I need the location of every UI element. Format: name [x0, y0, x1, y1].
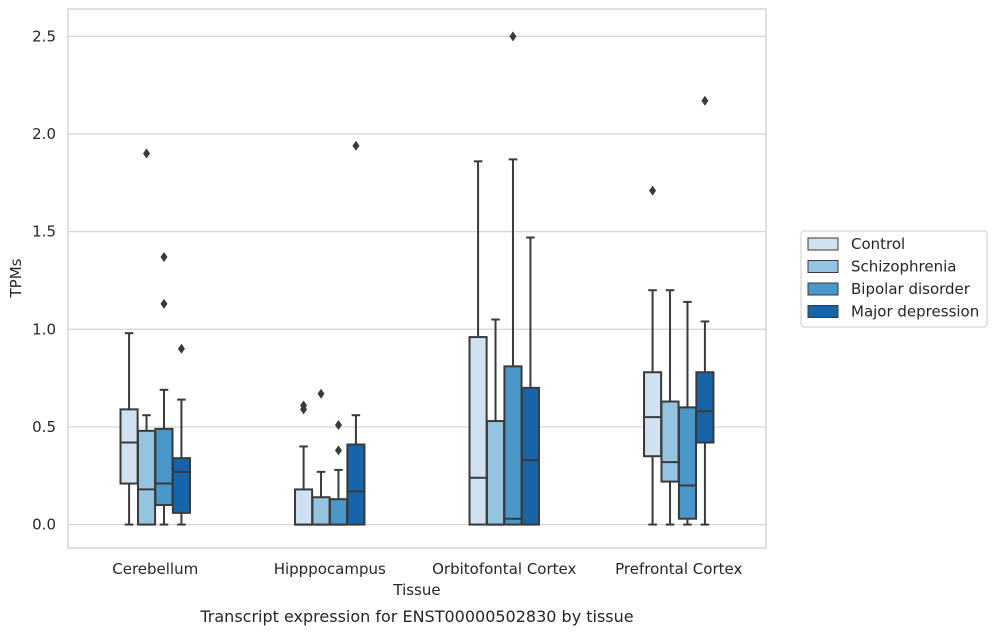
y-tick-label: 1.5 — [32, 223, 56, 241]
y-tick-label: 2.5 — [32, 27, 56, 45]
box-body — [677, 406, 698, 520]
box-body — [136, 429, 157, 526]
x-tick-label: Cerebellum — [112, 560, 198, 578]
legend: Control Schizophrenia Bipolar disorder Majo… — [800, 230, 988, 328]
box-schizophrenia — [485, 318, 506, 526]
box-control — [294, 400, 314, 526]
y-axis-label: TPMs — [7, 258, 25, 298]
outlier-point — [334, 419, 342, 430]
outlier-point — [160, 252, 168, 263]
box-body — [328, 498, 349, 526]
legend-label: Control — [851, 235, 905, 253]
box-bipolar-disorder — [154, 252, 174, 526]
outlier-point — [143, 148, 151, 159]
legend-label: Bipolar disorder — [851, 280, 971, 298]
box-bipolar-disorder — [503, 31, 523, 526]
x-tick-label: Prefrontal Cortex — [615, 560, 742, 578]
legend-swatch — [807, 282, 839, 296]
y-tick-label: 2.0 — [32, 125, 56, 143]
box-body — [154, 427, 174, 507]
x-axis-label: Tissue — [392, 581, 440, 599]
y-axis-ticks: 0.0 0.5 1.0 1.5 2.0 2.5 — [32, 27, 56, 533]
chart-caption: Transcript expression for ENST0000050283… — [199, 607, 633, 626]
legend-swatch — [807, 260, 839, 273]
x-axis-ticks: Cerebellum Hipppocampus Orbitofontal Corte… — [112, 560, 742, 578]
legend-label: Schizophrenia — [851, 258, 956, 276]
box-schizophrenia — [136, 148, 157, 526]
box-body — [119, 408, 139, 485]
box-major-depression — [695, 95, 715, 526]
box-control — [468, 160, 488, 526]
x-tick-label: Orbitofontal Cortex — [432, 560, 576, 578]
box-bipolar-disorder — [328, 419, 349, 526]
box-schizophrenia — [660, 289, 680, 526]
legend-swatch — [807, 305, 839, 318]
y-tick-label: 0.0 — [32, 516, 56, 534]
legend-label: Major depression — [851, 303, 979, 321]
outlier-point — [177, 343, 185, 354]
y-tick-label: 0.5 — [32, 418, 56, 436]
outlier-point — [649, 185, 657, 196]
box-body — [503, 365, 523, 526]
outlier-point — [701, 95, 709, 106]
legend-swatch — [807, 237, 839, 251]
box-body — [660, 400, 680, 483]
outlier-point — [300, 400, 308, 411]
box-bipolar-disorder — [677, 300, 698, 526]
box-body — [171, 457, 191, 514]
box-body — [643, 371, 663, 458]
box-body — [485, 420, 506, 526]
x-tick-label: Hipppocampus — [274, 560, 386, 578]
outlier-point — [160, 298, 168, 309]
box-series — [119, 31, 715, 526]
box-control — [643, 185, 663, 526]
box-control — [119, 332, 139, 526]
box-schizophrenia — [311, 388, 331, 526]
outlier-point — [352, 140, 360, 151]
box-major-depression — [171, 343, 191, 526]
box-body — [468, 336, 488, 526]
box-body — [311, 496, 331, 526]
outlier-point — [317, 388, 325, 399]
outlier-point — [509, 31, 517, 42]
box-body — [346, 443, 366, 526]
legend-frame — [800, 230, 988, 328]
plot-area — [67, 8, 767, 549]
outlier-point — [334, 445, 342, 456]
box-body — [695, 371, 715, 444]
box-major-depression — [520, 236, 540, 526]
box-major-depression — [346, 140, 366, 526]
y-tick-label: 1.0 — [32, 320, 56, 338]
box-body — [520, 386, 540, 526]
box-body — [294, 488, 314, 526]
